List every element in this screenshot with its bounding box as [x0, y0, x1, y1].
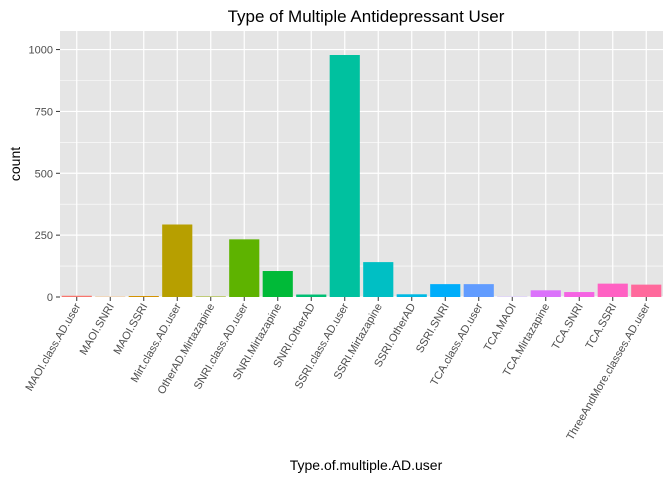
bar-Mirt.class.AD.user [162, 224, 193, 297]
bars [61, 55, 662, 297]
x-tick-label: MAOI.SSRI [112, 302, 151, 357]
x-axis: MAOI.class.AD.userMAOI.SNRIMAOI.SSRIMirt… [23, 297, 653, 443]
minor-gridlines [60, 80, 663, 267]
y-axis-title: count [7, 147, 23, 181]
x-tick-label: TCA.SSRI [584, 302, 620, 352]
x-tick-label: TCA.MAOI [482, 302, 519, 354]
y-tick-label: 750 [35, 106, 53, 118]
x-tick-label: TCA.SNRI [550, 302, 586, 352]
bar-SSRI.SNRI [430, 284, 461, 297]
x-tick-label: MAOI.class.AD.user [23, 301, 83, 393]
bar-SSRI.Mirtazapine [363, 262, 394, 297]
bar-SNRI.class.AD.user [229, 239, 260, 297]
bar-SNRI.Mirtazapine [262, 271, 293, 297]
bar-ThreeAndMore.classes.AD.user [631, 284, 662, 297]
bar-MAOI.class.AD.user [61, 295, 92, 297]
plot-panel [60, 31, 663, 297]
bar-TCA.Mirtazapine [530, 290, 561, 297]
bar-TCA.class.AD.user [463, 284, 494, 297]
bar-TCA.SSRI [597, 283, 628, 297]
x-tick-label: SSRI.SNRI [414, 302, 452, 356]
bar-SNRI.OtherAD [296, 294, 327, 297]
bar-SSRI.OtherAD [396, 294, 427, 297]
x-tick-label: MAOI.SNRI [78, 302, 117, 358]
bar-TCA.SNRI [564, 292, 595, 297]
chart-title: Type of Multiple Antidepressant User [228, 7, 505, 26]
y-axis: 0 250 500 750 1000 [29, 45, 60, 304]
bar-MAOI.SSRI [128, 296, 159, 297]
y-tick-label: 0 [47, 292, 53, 304]
bar-SSRI.class.AD.user [329, 55, 360, 297]
x-axis-title: Type.of.multiple.AD.user [290, 457, 443, 473]
y-tick-label: 1000 [29, 45, 53, 57]
y-tick-label: 500 [35, 168, 53, 180]
y-tick-label: 250 [35, 230, 53, 242]
